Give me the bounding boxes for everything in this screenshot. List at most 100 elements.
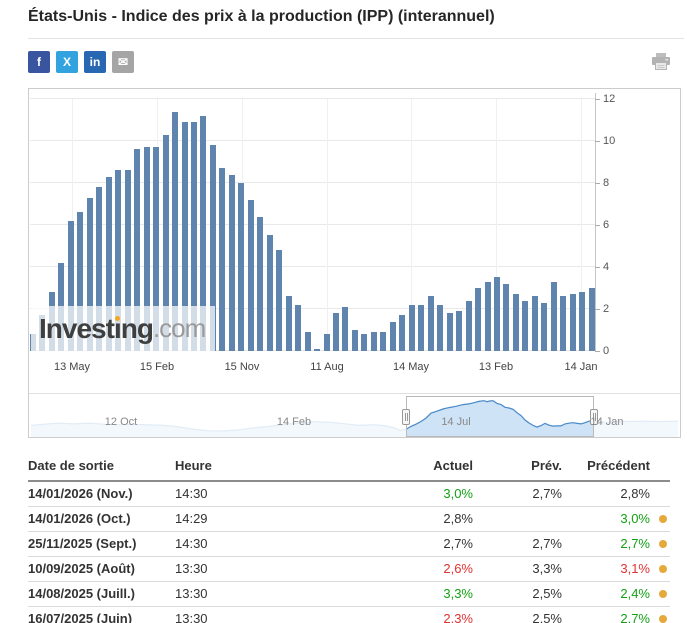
x-icon: X	[62, 55, 71, 69]
table-row: 16/07/2025 (Juin) 13:30 2,3% 2,5% 2,7%	[28, 607, 670, 623]
actual-value: 3,3%	[443, 586, 473, 601]
bar	[588, 288, 595, 351]
release-time: 13:30	[175, 611, 208, 623]
forecast-value: 2,7%	[532, 486, 562, 501]
column-header: Prév.	[531, 458, 562, 473]
release-time: 13:30	[175, 561, 208, 576]
gridline-y-8	[30, 182, 595, 183]
table-row: 14/08/2025 (Juill.) 13:30 3,3% 2,5% 2,4%	[28, 582, 670, 607]
y-axis-tick	[595, 309, 600, 310]
y-axis-tick	[595, 99, 600, 100]
table-row: 25/11/2025 (Sept.) 14:30 2,7% 2,7% 2,7%	[28, 532, 670, 557]
page-title: États-Unis - Indice des prix à la produc…	[28, 8, 495, 25]
forecast-value: 2,7%	[532, 536, 562, 551]
y-axis-tick	[595, 267, 600, 268]
bar	[550, 282, 557, 351]
y-axis-label: 12	[603, 93, 616, 105]
bar	[134, 149, 141, 351]
bar	[86, 198, 93, 351]
previous-value: 3,0%	[620, 511, 650, 526]
share-facebook-button[interactable]: f	[28, 51, 50, 73]
bar	[124, 170, 131, 351]
forecast-value: 2,5%	[532, 586, 562, 601]
range-navigator[interactable]: 12 Oct 14 Feb 14 Jul 14 Jan	[29, 393, 680, 437]
bar	[437, 305, 444, 351]
revision-dot-cell	[650, 611, 670, 623]
release-date: 16/07/2025 (Juin)	[28, 611, 133, 623]
table-header-row: Date de sortie Heure Actuel Prév. Précédent	[28, 453, 670, 482]
y-axis-tick	[595, 225, 600, 226]
release-date: 14/01/2026 (Oct.)	[28, 511, 131, 526]
release-date: 14/01/2026 (Nov.)	[28, 486, 133, 501]
bar	[389, 322, 396, 351]
share-x-button[interactable]: X	[56, 51, 78, 73]
release-time: 14:29	[175, 511, 208, 526]
bar	[304, 332, 311, 351]
y-axis-label: 8	[603, 177, 610, 189]
table-row: 14/01/2026 (Oct.) 14:29 2,8% 3,0%	[28, 507, 670, 532]
bar	[190, 122, 197, 351]
y-axis-label: 2	[603, 303, 610, 315]
x-axis-label: 15 Nov	[224, 361, 260, 373]
navigator-left-handle[interactable]	[402, 408, 410, 425]
navigator-right-handle[interactable]	[590, 408, 598, 425]
bar	[96, 187, 103, 351]
y-axis-label: 0	[603, 345, 610, 357]
bar	[418, 305, 425, 351]
bar	[200, 116, 207, 351]
y-axis-tick	[595, 141, 600, 142]
watermark-text: Investı ng	[39, 312, 154, 344]
divider	[28, 38, 684, 39]
y-axis-label: 6	[603, 219, 610, 231]
bar	[143, 147, 150, 351]
table-row: 10/09/2025 (Août) 13:30 2,6% 3,3% 3,1%	[28, 557, 670, 582]
navigator-label: 14 Feb	[276, 416, 312, 428]
bar	[342, 307, 349, 351]
bar	[219, 168, 226, 351]
release-date: 25/11/2025 (Sept.)	[28, 536, 137, 551]
column-header: Date de sortie	[28, 458, 114, 473]
column-header: Heure	[175, 458, 212, 473]
bar	[560, 296, 567, 351]
bar	[162, 135, 169, 351]
previous-value: 3,1%	[620, 561, 650, 576]
gridline-y-2	[30, 308, 595, 309]
x-axis-label: 13 May	[53, 361, 91, 373]
print-button[interactable]	[650, 53, 672, 71]
bar	[333, 313, 339, 351]
forecast-value: 3,3%	[532, 561, 562, 576]
share-email-button[interactable]: ✉	[112, 51, 134, 73]
bar	[541, 303, 548, 351]
gridline-y-12	[30, 98, 595, 99]
navigator-label: 14 Jul	[441, 416, 471, 428]
email-icon: ✉	[117, 55, 129, 69]
bar	[446, 313, 453, 351]
revision-dot-cell	[650, 511, 670, 526]
bar	[503, 284, 510, 351]
gridline-x-5	[496, 99, 497, 351]
bar	[285, 296, 292, 351]
bar	[456, 311, 463, 351]
bar	[181, 122, 188, 351]
y-axis-tick	[595, 351, 600, 352]
gridline-y-4	[30, 266, 595, 267]
bar	[493, 277, 500, 351]
bar	[172, 112, 179, 351]
printer-icon	[652, 53, 670, 70]
navigator-selected-range[interactable]	[402, 396, 598, 437]
gridline-y-6	[30, 224, 595, 225]
share-linkedin-button[interactable]: in	[84, 51, 106, 73]
facebook-icon: f	[37, 55, 41, 69]
previous-value: 2,8%	[620, 486, 650, 501]
plot-area[interactable]: Investı ng .com	[30, 98, 595, 351]
bar	[512, 294, 519, 351]
chart-container: Investı ng .com 0 2 4 6 8 10 12 13 May 15 Feb 15 N…	[28, 88, 681, 438]
gridline-y-10	[30, 140, 595, 141]
revision-dot-cell	[650, 586, 670, 601]
forecast-value: 2,5%	[532, 611, 562, 623]
bar	[475, 288, 482, 351]
revision-dot-icon	[659, 565, 667, 573]
navigator-label: 14 Jan	[590, 416, 624, 428]
bar	[276, 250, 283, 351]
